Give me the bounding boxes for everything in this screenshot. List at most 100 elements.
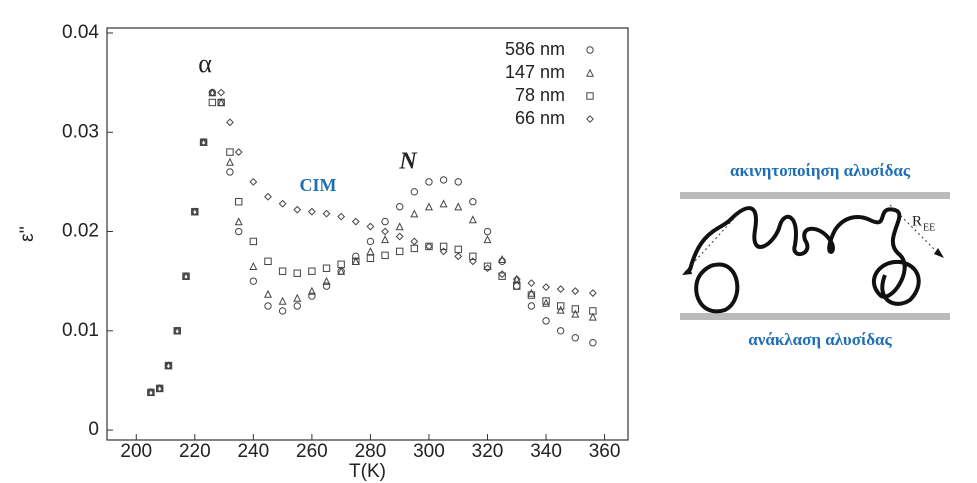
y-tick-label: 0.02 [62, 221, 99, 242]
marker [293, 293, 302, 302]
marker [498, 254, 507, 264]
marker [322, 264, 331, 272]
x-tick-label: 320 [472, 441, 504, 462]
marker [366, 254, 375, 263]
marker [278, 199, 287, 208]
marker [234, 148, 243, 157]
marker [322, 282, 331, 290]
marker [542, 297, 550, 305]
marker [164, 361, 173, 370]
marker [322, 209, 331, 218]
marker [588, 312, 597, 321]
y-tick-label: 0.03 [62, 121, 99, 142]
marker [199, 138, 208, 147]
marker [208, 88, 217, 97]
marker [469, 198, 477, 206]
marker [410, 188, 419, 196]
marker [439, 247, 448, 256]
annotation: α [198, 49, 212, 78]
x-tick-label: 260 [296, 441, 328, 462]
marker [366, 247, 375, 256]
marker [307, 286, 316, 295]
marker [454, 178, 462, 186]
marker [454, 245, 462, 254]
marker [424, 202, 433, 211]
top-label: ακινητοποίηση αλυσίδας [730, 161, 911, 180]
marker [527, 288, 536, 297]
x-tick-label: 340 [530, 441, 562, 462]
marker [352, 257, 360, 266]
marker [307, 207, 316, 216]
x-tick-label: 220 [179, 441, 211, 462]
marker [483, 227, 492, 236]
marker [483, 262, 492, 270]
marker [439, 176, 448, 184]
marker [498, 272, 506, 280]
y-tick-label: 0.01 [62, 320, 99, 341]
marker [556, 327, 565, 335]
legend-label: 66 nm [515, 108, 565, 128]
marker [225, 157, 234, 166]
marker [513, 282, 521, 290]
legend-label: 78 nm [515, 85, 565, 105]
x-axis-label: T(K) [349, 461, 386, 482]
chain [688, 206, 921, 306]
legend-label: 586 nm [505, 39, 565, 59]
marker [366, 237, 375, 246]
marker [217, 88, 226, 97]
marker [182, 272, 190, 281]
marker [351, 217, 360, 226]
marker [337, 212, 346, 221]
wall-bottom [680, 313, 950, 320]
ree-subscript: EE [923, 222, 935, 233]
marker [264, 257, 272, 266]
marker [512, 275, 521, 284]
marker [395, 247, 404, 256]
y-tick-label: 0 [88, 419, 99, 440]
marker [337, 260, 345, 268]
marker [454, 252, 463, 261]
marker [483, 235, 492, 244]
marker [249, 261, 258, 270]
marker [410, 244, 419, 253]
marker [322, 276, 331, 285]
x-tick-label: 360 [589, 441, 621, 462]
marker [425, 242, 433, 251]
marker [381, 227, 389, 236]
marker [542, 283, 550, 292]
marker [425, 242, 433, 251]
marker [264, 302, 272, 310]
marker [293, 302, 301, 310]
marker [234, 217, 243, 226]
marker [293, 205, 302, 214]
marker [381, 251, 389, 260]
marker [366, 222, 375, 231]
marker [226, 168, 234, 176]
arrow-head [934, 248, 944, 258]
marker [498, 257, 506, 266]
marker [381, 235, 390, 244]
x-tick-label: 200 [120, 441, 152, 462]
marker [468, 215, 477, 224]
bottom-label: ανάκλαση αλυσίδας [748, 330, 892, 349]
marker [454, 202, 463, 211]
marker [264, 192, 272, 201]
marker [410, 237, 419, 246]
marker [542, 317, 550, 325]
marker [352, 252, 360, 261]
chain-diagram: ακινητοποίηση αλυσίδας ανάκλαση αλυσίδας… [680, 161, 950, 349]
marker [425, 178, 433, 186]
marker [527, 302, 536, 310]
marker [278, 296, 287, 305]
marker [278, 267, 287, 275]
annotation: N [398, 149, 418, 175]
marker [571, 334, 580, 342]
plot: 200 220 240 260 280 300 320 340 360 0 0.01 0.02 0.03… [17, 22, 620, 482]
marker [395, 222, 404, 231]
marker [556, 302, 565, 310]
marker [571, 305, 580, 313]
ree-line-left [684, 211, 741, 273]
marker [469, 252, 477, 261]
marker [439, 242, 448, 251]
